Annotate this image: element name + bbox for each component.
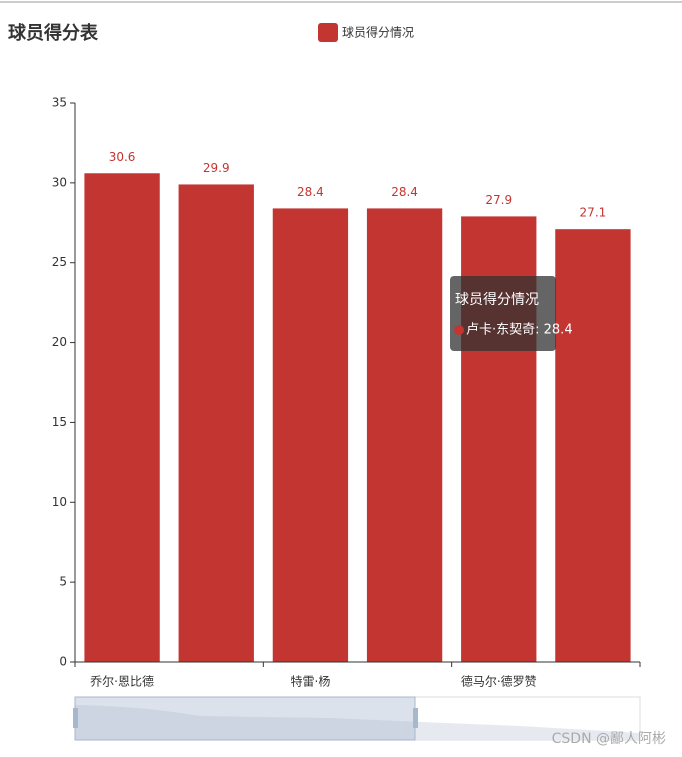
tooltip-box xyxy=(450,276,556,351)
y-tick-label: 5 xyxy=(59,575,67,589)
value-label: 27.1 xyxy=(580,206,607,220)
zoom-shadow xyxy=(75,705,640,740)
y-tick-label: 25 xyxy=(52,255,67,269)
tooltip-swatch xyxy=(454,325,464,335)
zoom-handle[interactable] xyxy=(413,708,418,728)
x-tick-label: 特雷·杨 xyxy=(291,674,331,689)
chart-title: 球员得分表 xyxy=(8,22,99,44)
value-label: 27.9 xyxy=(485,193,512,207)
x-tick-label: 乔尔·恩比德 xyxy=(90,674,154,689)
y-tick-label: 30 xyxy=(52,175,67,189)
y-tick-label: 35 xyxy=(52,96,67,110)
value-label: 28.4 xyxy=(297,185,324,199)
tooltip-title: 球员得分情况 xyxy=(455,291,539,308)
legend-label[interactable]: 球员得分情况 xyxy=(342,25,414,40)
y-tick-label: 0 xyxy=(59,655,67,669)
value-label: 29.9 xyxy=(203,161,230,175)
tooltip-text: 卢卡·东契奇: 28.4 xyxy=(466,322,573,338)
bar xyxy=(555,229,631,662)
bar xyxy=(366,208,443,662)
y-tick-label: 15 xyxy=(52,415,67,429)
value-label: 28.4 xyxy=(391,185,418,199)
bar xyxy=(178,184,254,662)
zoom-window[interactable] xyxy=(74,696,416,741)
bar xyxy=(272,208,349,662)
y-tick-label: 20 xyxy=(52,335,67,349)
x-tick-label: 德马尔·德罗赞 xyxy=(461,674,537,689)
data-zoom[interactable] xyxy=(73,696,641,741)
watermark: CSDN @鄙人阿彬 xyxy=(552,731,666,747)
zoom-handle[interactable] xyxy=(73,708,78,728)
y-tick-label: 10 xyxy=(52,495,67,509)
legend-swatch[interactable] xyxy=(318,23,338,42)
value-label: 30.6 xyxy=(109,150,136,164)
bar xyxy=(84,173,160,662)
